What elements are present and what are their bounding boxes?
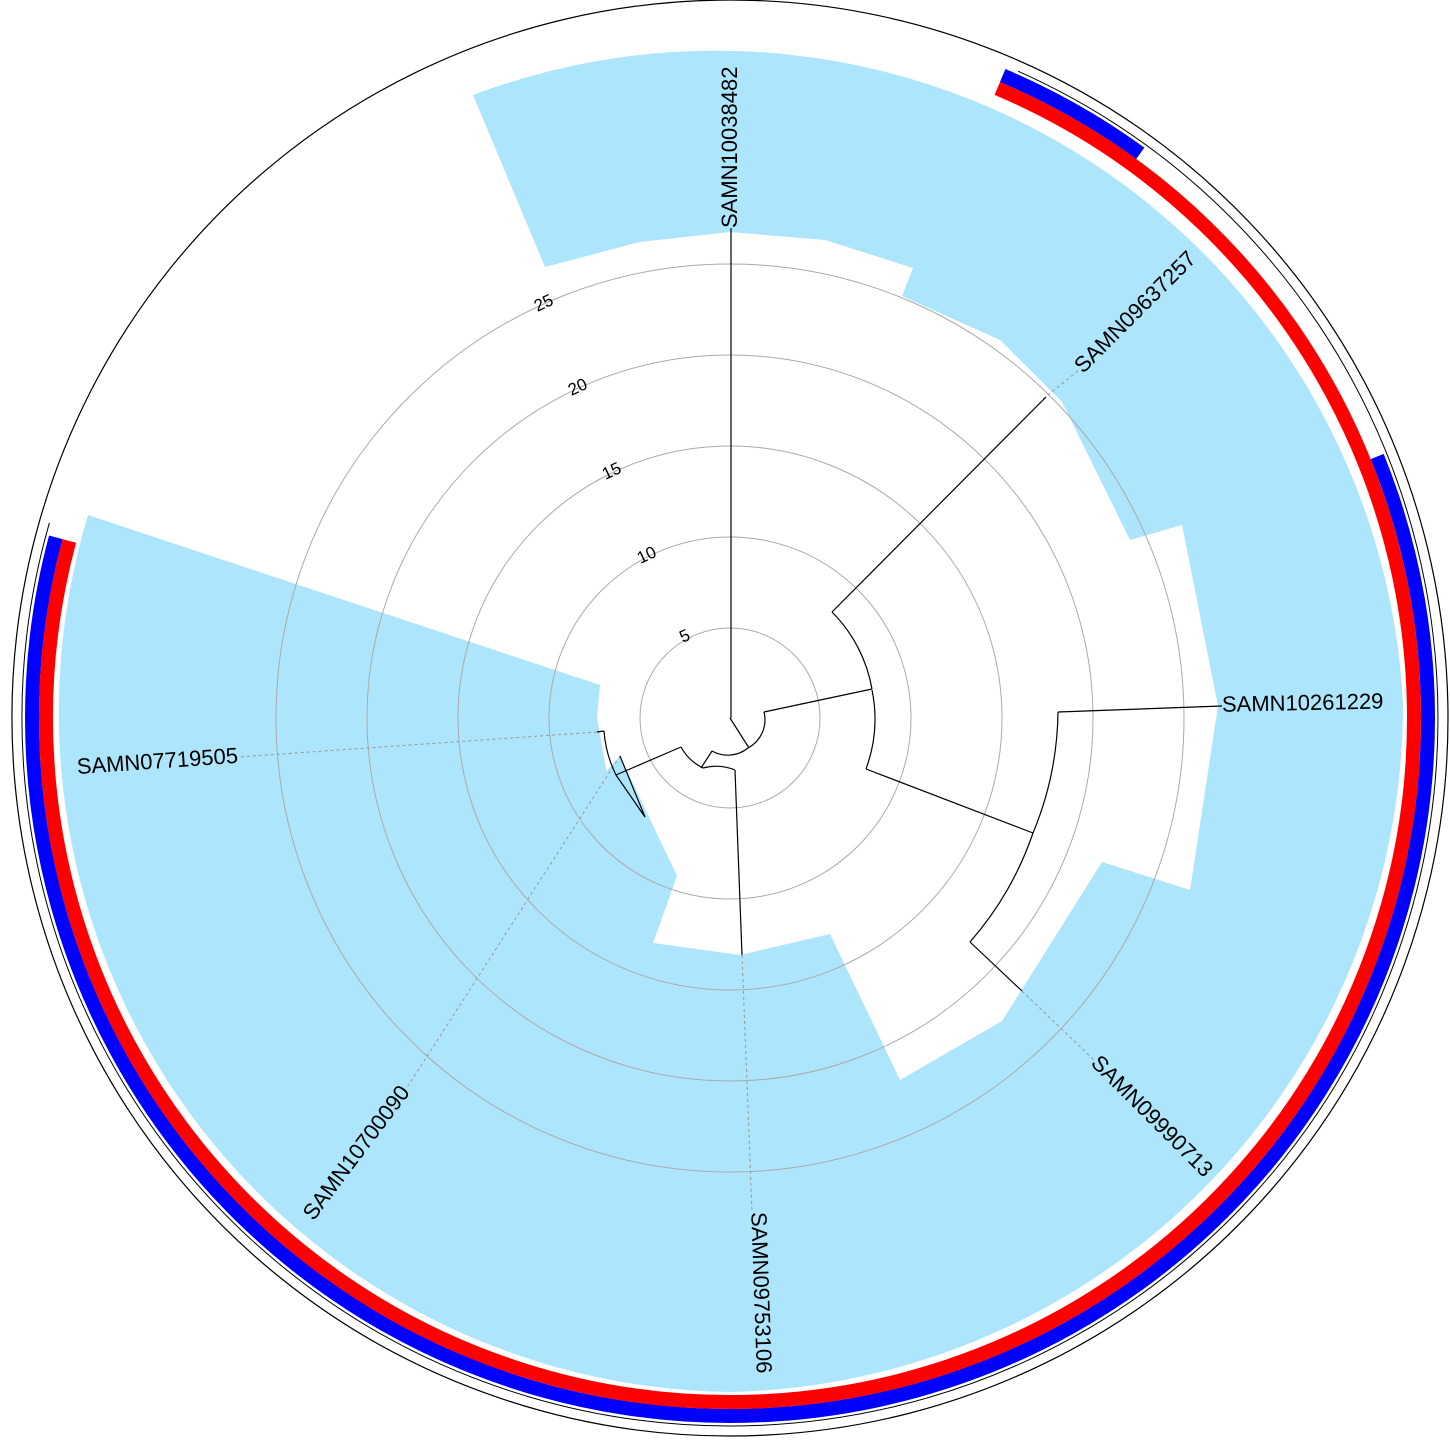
branch-4 — [763, 688, 873, 713]
branch-10 — [1057, 705, 1223, 713]
outer-border-arc-2 — [21, 70, 1439, 1427]
branch-14 — [700, 750, 713, 769]
scale-labels: 5 10 15 20 25 — [531, 290, 693, 646]
highlight-region — [58, 50, 1404, 1392]
branch-15 — [702, 765, 736, 771]
branch-17 — [680, 746, 704, 769]
leader-line-2 — [1021, 990, 1095, 1061]
branch-18 — [615, 746, 682, 776]
leader-line-3 — [741, 954, 753, 1213]
grid-circle-1 — [639, 627, 821, 809]
scale-label-20: 20 — [565, 374, 590, 399]
grid-circle-3 — [457, 445, 1003, 991]
branch-6 — [831, 396, 1047, 613]
branch-16 — [734, 769, 743, 956]
grid-circle-5 — [275, 263, 1185, 1173]
scale-label-10: 10 — [634, 542, 659, 567]
grid-circle-2 — [548, 536, 912, 900]
clade-highlight — [58, 50, 1404, 1392]
branch-9 — [1032, 711, 1059, 834]
grid-circle-4 — [366, 354, 1094, 1082]
ring-blue-main — [25, 453, 1435, 1423]
branch-7 — [865, 689, 876, 770]
branch-3 — [747, 711, 766, 749]
branch-12 — [969, 941, 1023, 992]
branch-20 — [619, 755, 646, 818]
annotation-rings — [11, 0, 1449, 1437]
ring-blue-upper — [999, 69, 1145, 159]
tip-label-samn10038482: SAMN10038482 — [717, 67, 742, 228]
branch-13 — [711, 747, 749, 756]
outer-border-arc — [11, 0, 1449, 1437]
branch-21 — [603, 730, 617, 776]
scale-grid — [275, 263, 1185, 1173]
tip-label-samn10261229: SAMN10261229 — [1222, 688, 1384, 716]
ring-red-main — [39, 81, 1421, 1409]
branch-11 — [969, 832, 1034, 943]
leader-line-1 — [1042, 369, 1080, 400]
scale-label-15: 15 — [599, 458, 624, 483]
scale-label-25: 25 — [531, 290, 556, 315]
branch-8 — [865, 768, 1034, 834]
tip-label-samn09753106: SAMN09753106 — [746, 1212, 777, 1374]
tree-branches — [596, 228, 1223, 992]
branch-19 — [615, 774, 646, 818]
branch-22 — [596, 730, 605, 733]
branch-5 — [831, 611, 873, 690]
tip-leader-lines — [237, 369, 1095, 1213]
branch-2 — [729, 717, 750, 749]
